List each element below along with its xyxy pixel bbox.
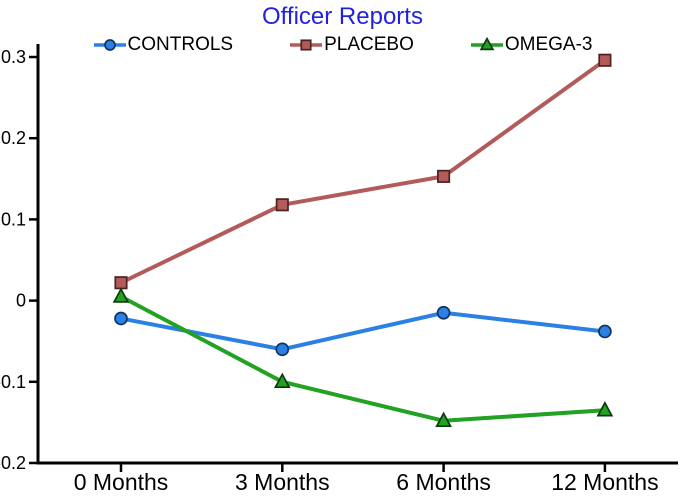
series-line: [119, 294, 607, 423]
square-marker-icon: [437, 169, 451, 183]
legend-square-marker-icon: [290, 39, 323, 51]
circle-marker-icon: [436, 305, 451, 320]
triangle-marker-icon: [435, 411, 452, 428]
y-tick-label: 0.1: [1, 209, 26, 229]
x-tick-label: 0 Months: [74, 469, 169, 495]
series-line: [119, 58, 607, 285]
legend-item-omega-3: OMEGA-3: [470, 34, 593, 56]
square-marker-icon: [598, 53, 612, 67]
axes: [36, 44, 678, 465]
x-tick-label: 12 Months: [551, 469, 658, 495]
y-tick-label: -0.1: [0, 372, 26, 392]
square-marker-icon: [275, 198, 289, 212]
series-controls: [114, 305, 612, 357]
legend-triangle-marker-icon: [470, 37, 503, 51]
legend-item-placebo: PLACEBO: [289, 34, 414, 56]
triangle-marker-icon: [596, 401, 614, 417]
y-tick-label: 0: [16, 291, 26, 311]
series-placebo: [114, 53, 612, 290]
square-marker-icon: [114, 276, 128, 290]
legend-label: CONTROLS: [127, 34, 234, 55]
y-tick-label: -0.2: [0, 453, 26, 473]
legend-label: OMEGA-3: [504, 34, 593, 55]
circle-marker-icon: [275, 342, 290, 357]
x-tick-label: 6 Months: [396, 469, 491, 495]
circle-marker-icon: [598, 324, 612, 339]
legend-item-controls: CONTROLS: [93, 34, 234, 56]
y-tick-label: 0.3: [1, 47, 26, 67]
y-tick-label: 0.2: [1, 128, 26, 148]
legend-circle-marker-icon: [93, 39, 126, 51]
legend: CONTROLS PLACEBO OMEGA-3: [20, 34, 665, 56]
circle-marker-icon: [114, 311, 128, 326]
series-line: [119, 310, 607, 352]
triangle-marker-icon: [112, 287, 130, 303]
x-tick-label: 3 Months: [235, 469, 330, 495]
series-omega-3: [112, 287, 614, 428]
triangle-marker-icon: [273, 372, 291, 389]
legend-label: PLACEBO: [324, 34, 414, 55]
chart-title: Officer Reports: [262, 3, 423, 30]
